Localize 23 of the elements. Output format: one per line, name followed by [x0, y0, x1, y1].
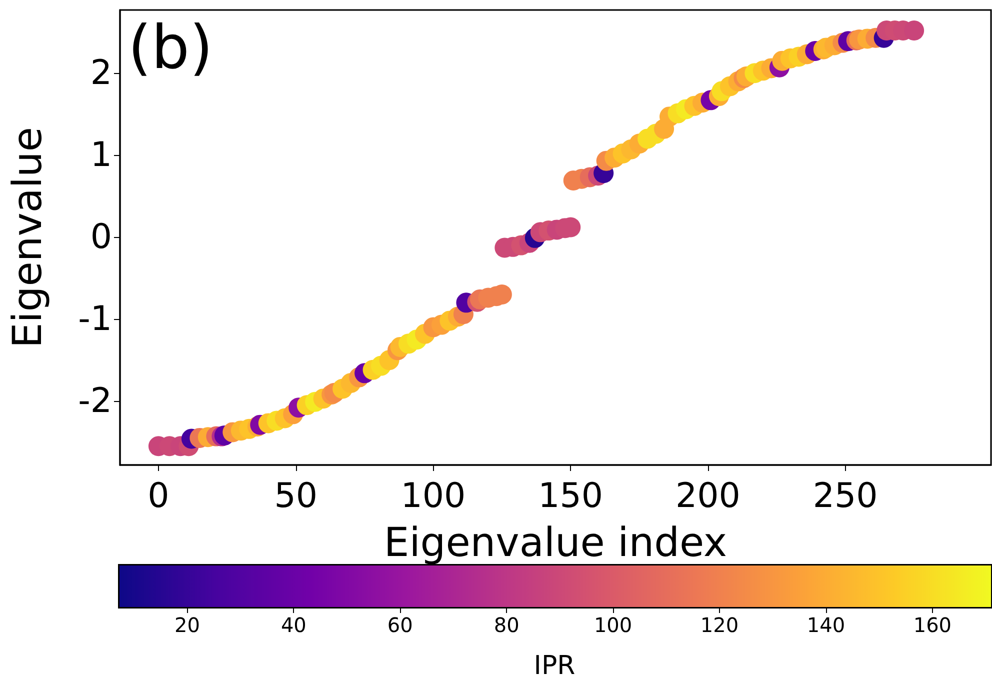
color-bar-label: 100: [594, 613, 632, 637]
x-tick-label: 200: [676, 476, 740, 516]
x-tick-label: 0: [148, 476, 170, 516]
y-tick-label: 2: [90, 53, 112, 94]
annotation: (b): [128, 13, 213, 83]
y-tick-label: -2: [78, 381, 112, 422]
color-bar-label: 40: [280, 613, 306, 637]
x-axis-title: Eigenvalue index: [384, 520, 728, 566]
color-bar-title: IPR: [534, 651, 576, 681]
color-bar-label: 140: [806, 613, 846, 637]
y-axis-title: Eigenvalue: [5, 127, 51, 348]
x-tick-label: 50: [274, 476, 318, 516]
color-bar-label: 120: [700, 613, 739, 637]
color-bar-label: 20: [174, 613, 200, 637]
x-tick-label: 150: [538, 476, 604, 516]
y-tick-label: 0: [90, 217, 112, 258]
y-tick-label: -1: [78, 299, 112, 340]
color-bar-label: 80: [494, 613, 520, 637]
x-tick-label: 250: [812, 476, 878, 516]
color-bar-label: 60: [387, 613, 413, 637]
y-tick-label: 1: [90, 135, 112, 176]
color-bar-label: 160: [913, 613, 952, 637]
x-tick-label: 100: [400, 476, 466, 516]
